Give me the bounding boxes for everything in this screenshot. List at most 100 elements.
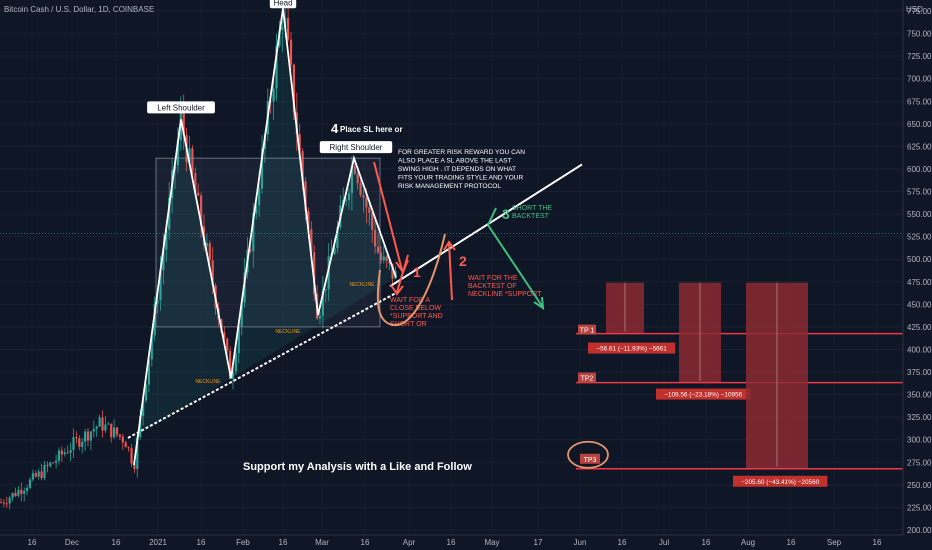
candle-body [388,261,391,264]
candle-body [124,442,127,448]
target-change-box [656,388,751,400]
target-tag-box [578,324,596,335]
time-tick-label: Mar [315,538,329,547]
left-shoulder-label-box [147,101,215,114]
candle-body [345,199,348,201]
candle-body [89,431,92,441]
price-tick-label: 350.00 [907,391,932,400]
time-tick-label: 16 [28,538,37,547]
candle-body [52,462,55,464]
pattern-fill [134,8,396,466]
candle-body [115,427,119,435]
price-tick-label: 425.00 [907,323,932,332]
candle-body [234,353,237,372]
candle-body [75,437,78,439]
targets[interactable]: TP 1−56.61 (−11.93%) −5661417.59TP2−109.… [0,228,932,487]
arrow-short-3 [487,207,545,310]
right-shoulder-label: Right Shoulder [330,143,383,152]
candle-body [37,471,40,477]
candle-body [72,437,75,450]
candle-body [188,148,191,163]
candle-body [84,431,87,442]
target-change-label: −109.56 (−23.18%) −10956 [664,392,742,399]
candle-body [240,302,243,327]
candle-body [191,148,194,174]
price-tick-label: 400.00 [907,345,932,354]
candle-body [98,417,101,427]
step2-text: WAIT FOR THE BACKTEST OF NECKLINE *SUPPORT [468,275,542,298]
support-message: Support my Analysis with a Like and Foll… [243,461,472,473]
price-tick-label: 525.00 [907,233,932,242]
candle-body [281,27,284,30]
candle-body [194,173,197,193]
candle-body [275,45,278,89]
neckline-label-3: NECKLINE [349,282,375,288]
candle-body [63,452,66,455]
time-tick-label: Dec [65,538,79,547]
candle-body [353,166,356,174]
candle-body [40,471,43,479]
price-tick-label: 275.00 [907,458,932,467]
time-tick-label: 2021 [149,538,167,547]
candle-body [336,227,339,249]
candle-body [23,490,26,494]
candle-body [43,464,46,479]
candle-body [385,256,388,262]
candle-body [118,434,121,437]
price-tick-label: 500.00 [907,255,932,264]
time-tick-label: 16 [787,538,796,547]
price-tick-label: 250.00 [907,481,932,490]
time-tick-label: May [484,538,499,547]
candle-body [208,243,211,261]
candle-body [55,460,58,463]
candle-body [130,448,133,464]
time-tick-label: 17 [534,538,543,547]
chart-title: Bitcoin Cash / U.S. Dollar, 1D, COINBASE [4,5,154,14]
candle-body [0,502,3,504]
candle-body [292,64,295,113]
candle-body [60,450,63,455]
candle-body [289,39,293,65]
candle-body [78,438,81,447]
candle-body [211,260,214,286]
arrow-up-2 [443,240,456,301]
neckline-label-2: NECKLINE [275,329,301,335]
candle-body [324,289,327,290]
candle-body [14,492,17,496]
pattern-overlay [127,8,583,466]
time-axis[interactable]: 16 Dec 16 2021 16 Feb 16 Mar 16 Apr 16 May 17 Jun 16 Ju… [0,534,903,547]
target-change-box [588,342,676,354]
candle-body [310,229,313,253]
price-tick-label: 675.00 [907,97,932,106]
candle-body [258,188,261,206]
candle-body [31,473,34,480]
target-tag-box [580,453,600,464]
candle-body [46,464,49,466]
time-tick-label: Jun [574,538,587,547]
candle-body [350,166,353,194]
price-axis[interactable]: 200.00 225.00 250.00 275.00 300.00 325.00 350.… [902,0,932,550]
candle-body [92,429,95,432]
candle-body [200,195,203,227]
time-tick-label: Sep [827,538,842,547]
step1-text: WAIT FOR A CLOSE BELOW *SUPPORT AND SHORT O… [390,297,443,328]
candle-body [159,270,162,301]
target-tag: TP 1 [580,328,595,335]
step1-number: 1 [413,264,421,280]
time-tick-label: 16 [279,538,288,547]
price-tick-label: 325.00 [907,413,932,422]
candle-body [237,326,240,354]
time-tick-label: 16 [873,538,882,547]
candle-body [69,449,72,453]
candle-body [197,192,200,196]
price-tick-label: 450.00 [907,300,932,309]
place-sl-text: Place SL here or [340,125,403,134]
time-tick-label: Feb [236,538,250,547]
candle-body [162,249,165,271]
candle-body [49,462,52,466]
step4-number: 4 [331,121,339,136]
candle-body [150,335,153,360]
annotations: Left Shoulder Head Right Shoulder NECKLINE N… [147,0,552,473]
target-tag-box [578,372,596,383]
candle-body [28,479,32,488]
